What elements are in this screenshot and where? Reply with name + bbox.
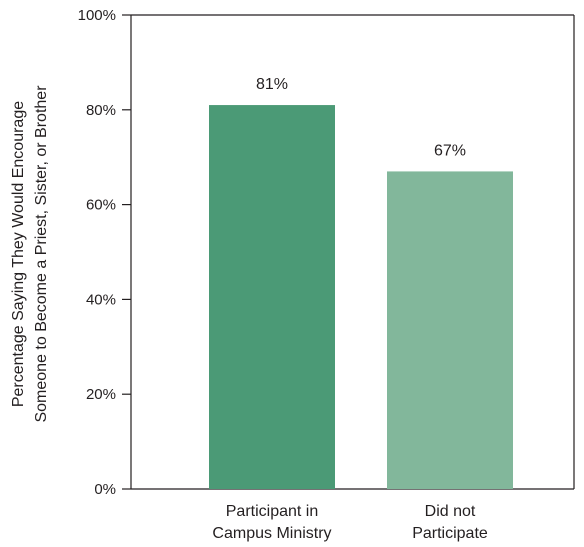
y-tick-label: 60% (86, 197, 116, 214)
y-axis-title-line-1: Percentage Saying They Would Encourage (10, 101, 27, 407)
y-tick-label: 20% (86, 386, 116, 403)
x-category-label: Participate (412, 525, 488, 542)
y-axis-title-line-2: Someone to Become a Priest, Sister, or B… (33, 85, 50, 423)
y-tick-label: 100% (78, 7, 116, 24)
x-category-label: Campus Ministry (212, 525, 331, 542)
plot-area: 0% 20% 40% 60% 80% 100% 81% Participant in Campu… (78, 7, 575, 542)
x-category-label: Participant in (226, 503, 319, 520)
y-axis-title: Percentage Saying They Would Encourage S… (10, 85, 50, 423)
bar-data-label: 67% (434, 142, 466, 159)
bar (209, 105, 335, 489)
y-tick-label: 40% (86, 291, 116, 308)
x-category-label: Did not (425, 503, 476, 520)
bar (387, 171, 513, 490)
bar-data-label: 81% (256, 76, 288, 93)
y-tick-label: 0% (94, 481, 116, 498)
y-tick-label: 80% (86, 102, 116, 119)
